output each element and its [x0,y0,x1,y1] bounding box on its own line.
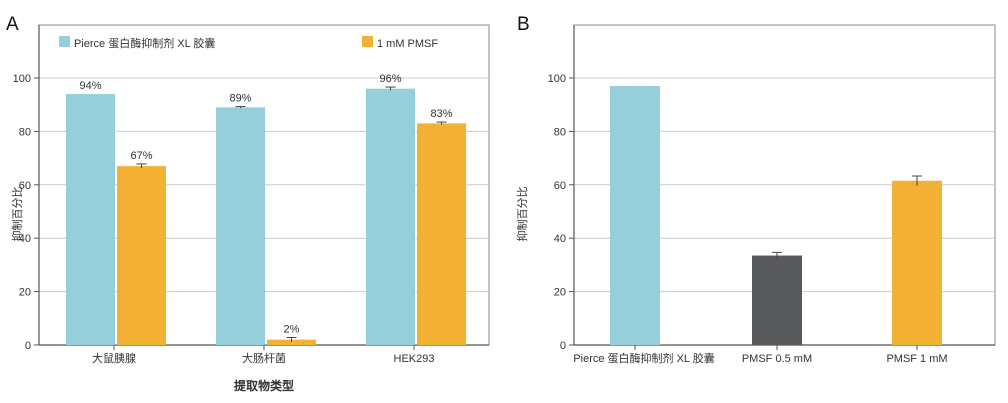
panel-a-data-label: 89% [229,93,251,105]
panel-a-bar [366,88,415,346]
panel-b-plot: 0 20 40 60 80 100 Pierce 蛋白酶抑制剂 XL 胶囊 PMSF 0.5 … [548,24,996,365]
panel-a-bar [417,123,466,345]
panel-a-y-axis-title: 抑制百分比 [10,187,24,242]
panel-a-plot: 0 20 40 60 80 100 大鼠胰腺 94% 67% 大肠杆菌 89% 2% HEK293 96%… [13,24,490,365]
panel-b-y-tick-label: 100 [548,73,566,85]
panel-b-y-tick-label: 20 [554,287,566,299]
panel-b-bar [752,255,802,345]
panel-b-bar [610,86,660,345]
panel-a-y-tick-label: 20 [19,287,31,299]
panel-a-bar [216,107,265,346]
panel-a-bar [66,94,115,346]
panel-a-x-tick-label: 大肠杆菌 [242,351,286,365]
panel-a-legend-label-2: 1 mM PMSF [377,38,438,50]
panel-a-data-label: 83% [430,108,452,120]
panel-b-y-tick-label: 40 [554,233,566,245]
panel-b-y-tick-label: 80 [554,126,566,138]
panel-b-y-tick-label: 0 [560,340,566,352]
panel-a-legend-swatch-1 [59,36,70,47]
panel-b-y-axis-title: 抑制百分比 [515,187,529,242]
panel-b-bar [892,180,942,345]
panel-b-x-tick-label: PMSF 1 mM [886,353,947,365]
panel-a-legend-swatch-2 [362,36,373,47]
panel-a-data-label: 94% [79,80,101,92]
panel-b-x-tick-label: PMSF 0.5 mM [742,353,812,365]
panel-a-y-tick-label: 60 [19,180,31,192]
panel-a-y-tick-label: 40 [19,233,31,245]
panel-a-data-label: 67% [130,150,152,162]
panel-b-x-tick-label: Pierce 蛋白酶抑制剂 XL 胶囊 [573,351,714,365]
panel-a-x-tick-label: 大鼠胰腺 [92,351,136,365]
panel-a-y-tick-label: 100 [13,73,31,85]
panel-b-label: B [517,14,530,35]
panel-a-data-label: 2% [284,324,300,336]
panel-a-x-axis-title: 提取物类型 [234,378,294,393]
panel-a-bar [117,166,166,345]
panel-a-x-tick-label: HEK293 [394,353,435,365]
panel-a-y-tick-label: 0 [25,340,31,352]
panel-b-y-tick-label: 60 [554,180,566,192]
panel-a-data-label: 96% [379,73,401,85]
panel-a-y-tick-label: 80 [19,126,31,138]
panel-a-legend-label-1: Pierce 蛋白酶抑制剂 XL 胶囊 [74,36,215,50]
panel-a-label: A [6,14,19,35]
panel-a-bar [267,339,316,345]
